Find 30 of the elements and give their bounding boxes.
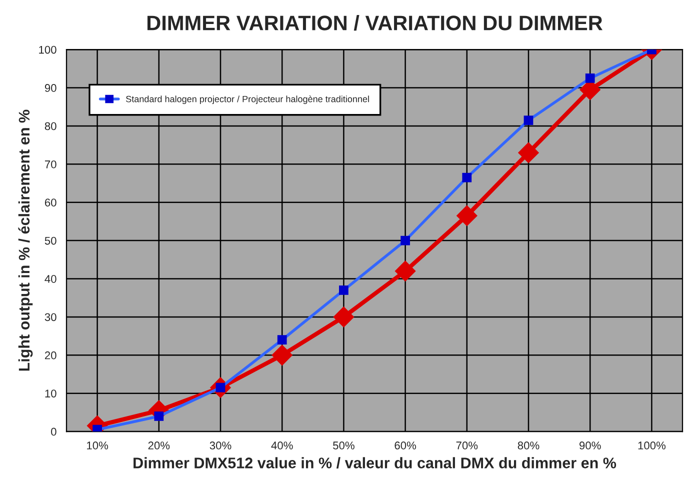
y-tick-label: 90 bbox=[44, 84, 56, 92]
y-tick-label: 50 bbox=[44, 236, 56, 245]
y-tick-label: 40 bbox=[44, 275, 56, 283]
x-tick-label: 90% bbox=[580, 442, 601, 450]
y-axis-title: Light output in % / éclairement en % bbox=[18, 110, 33, 371]
y-tick-label: 100 bbox=[39, 46, 56, 54]
y-tick-label: 30 bbox=[44, 313, 56, 322]
x-tick-label: 100% bbox=[638, 442, 666, 450]
point bbox=[333, 306, 354, 328]
y-tick-label: 0 bbox=[51, 428, 56, 436]
legend-label: Standard halogen projector / Projecteur halogène traditionnel bbox=[126, 96, 369, 104]
point bbox=[518, 142, 539, 164]
y-tick-label: 10 bbox=[45, 390, 56, 398]
point bbox=[272, 344, 292, 366]
x-tick-label: 80% bbox=[518, 442, 540, 450]
x-tick-label: 10% bbox=[87, 442, 108, 450]
chart-title: DIMMER VARIATION / VARIATION DU DIMMER bbox=[147, 15, 602, 31]
y-tick-label: 60 bbox=[44, 198, 56, 207]
point bbox=[456, 205, 478, 226]
y-tick-label: 20 bbox=[44, 351, 56, 360]
point bbox=[394, 260, 416, 282]
x-tick-label: 70% bbox=[456, 442, 478, 450]
x-tick-label: 40% bbox=[271, 442, 293, 450]
x-tick-label: 60% bbox=[394, 442, 416, 450]
y-tick-label: 70 bbox=[44, 160, 56, 168]
x-tick-label: 50% bbox=[333, 442, 354, 450]
x-tick-label: 20% bbox=[148, 442, 170, 450]
x-axis-title: Dimmer DMX512 value in % / valeur du canal DMX du dimmer en % bbox=[134, 457, 616, 469]
x-tick-label: 30% bbox=[210, 442, 232, 450]
y-tick-label: 80 bbox=[44, 122, 56, 130]
